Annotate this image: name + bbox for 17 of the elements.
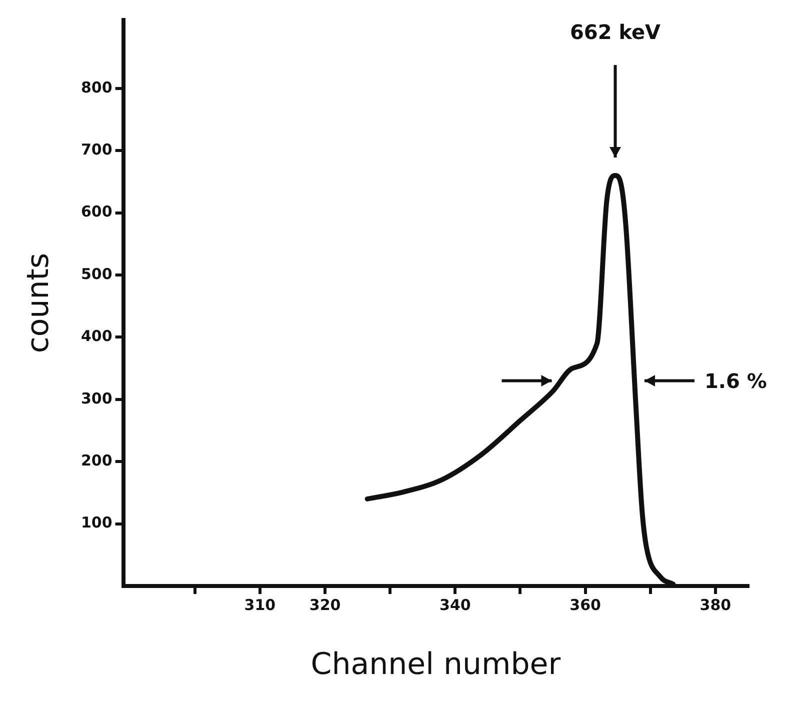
y-tick-label: 700: [81, 140, 112, 159]
x-tick-label: 320: [309, 596, 341, 614]
x-tick-label: 340: [440, 596, 471, 614]
y-tick-label: 300: [81, 389, 112, 408]
y-tick-label: 500: [81, 264, 112, 283]
y-tick-label: 200: [81, 451, 112, 470]
y-tick-label: 800: [81, 78, 112, 96]
x-tick-label: 380: [700, 596, 732, 614]
y-tick-label: 400: [81, 327, 112, 346]
y-tick-label: 100: [81, 514, 112, 532]
x-tick-label: 360: [570, 596, 601, 614]
y-axis-title: counts: [20, 252, 56, 354]
y-tick-label: 600: [81, 202, 112, 221]
annotation: 1.6 %: [704, 368, 767, 393]
annotation: 662 keV: [570, 20, 661, 44]
x-axis-title: Channel number: [310, 646, 562, 682]
x-tick-label: 310: [244, 596, 276, 614]
